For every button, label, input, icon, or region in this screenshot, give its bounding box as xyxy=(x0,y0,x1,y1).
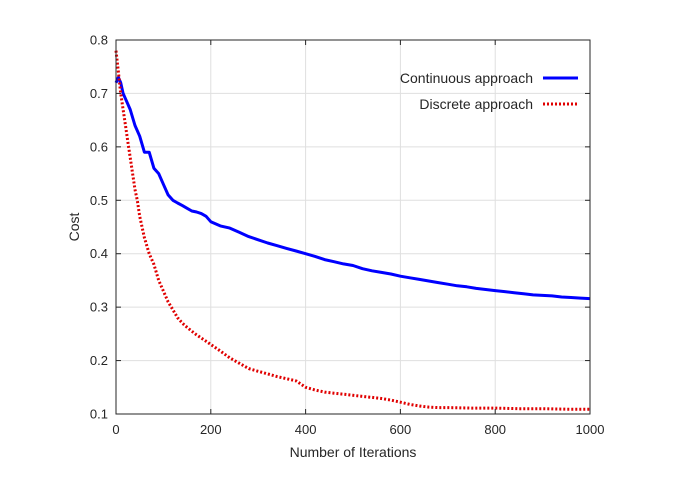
x-tick-label: 0 xyxy=(112,422,119,437)
x-tick-label: 600 xyxy=(390,422,412,437)
y-tick-label: 0.8 xyxy=(90,33,108,48)
x-axis-label: Number of Iterations xyxy=(290,444,417,460)
plot-frame xyxy=(115,39,591,415)
y-tick-label: 0.1 xyxy=(90,407,108,422)
series-group xyxy=(114,50,591,411)
legend: Continuous approach Discrete approach xyxy=(400,70,578,112)
series-line-discrete-approach xyxy=(114,50,590,411)
axis-ticks: 0 200 400 600 800 1000 0.1 0.2 0.3 0.4 0.5 0.6 0.7 0.… xyxy=(90,33,605,438)
y-tick-label: 0.6 xyxy=(90,139,108,154)
y-axis-label: Cost xyxy=(66,213,82,242)
x-tick-label: 1000 xyxy=(576,422,605,437)
y-tick-label: 0.7 xyxy=(90,86,108,101)
x-tick-label: 800 xyxy=(484,422,506,437)
y-tick-label: 0.3 xyxy=(90,300,108,315)
series-line-continuous-approach xyxy=(114,75,591,301)
x-tick-label: 400 xyxy=(295,422,317,437)
y-tick-label: 0.2 xyxy=(90,353,108,368)
y-tick-label: 0.4 xyxy=(90,246,108,261)
legend-label-discrete-approach: Discrete approach xyxy=(419,96,533,112)
x-tick-label: 200 xyxy=(200,422,222,437)
legend-label-continuous-approach: Continuous approach xyxy=(400,70,533,86)
y-tick-label: 0.5 xyxy=(90,193,108,208)
